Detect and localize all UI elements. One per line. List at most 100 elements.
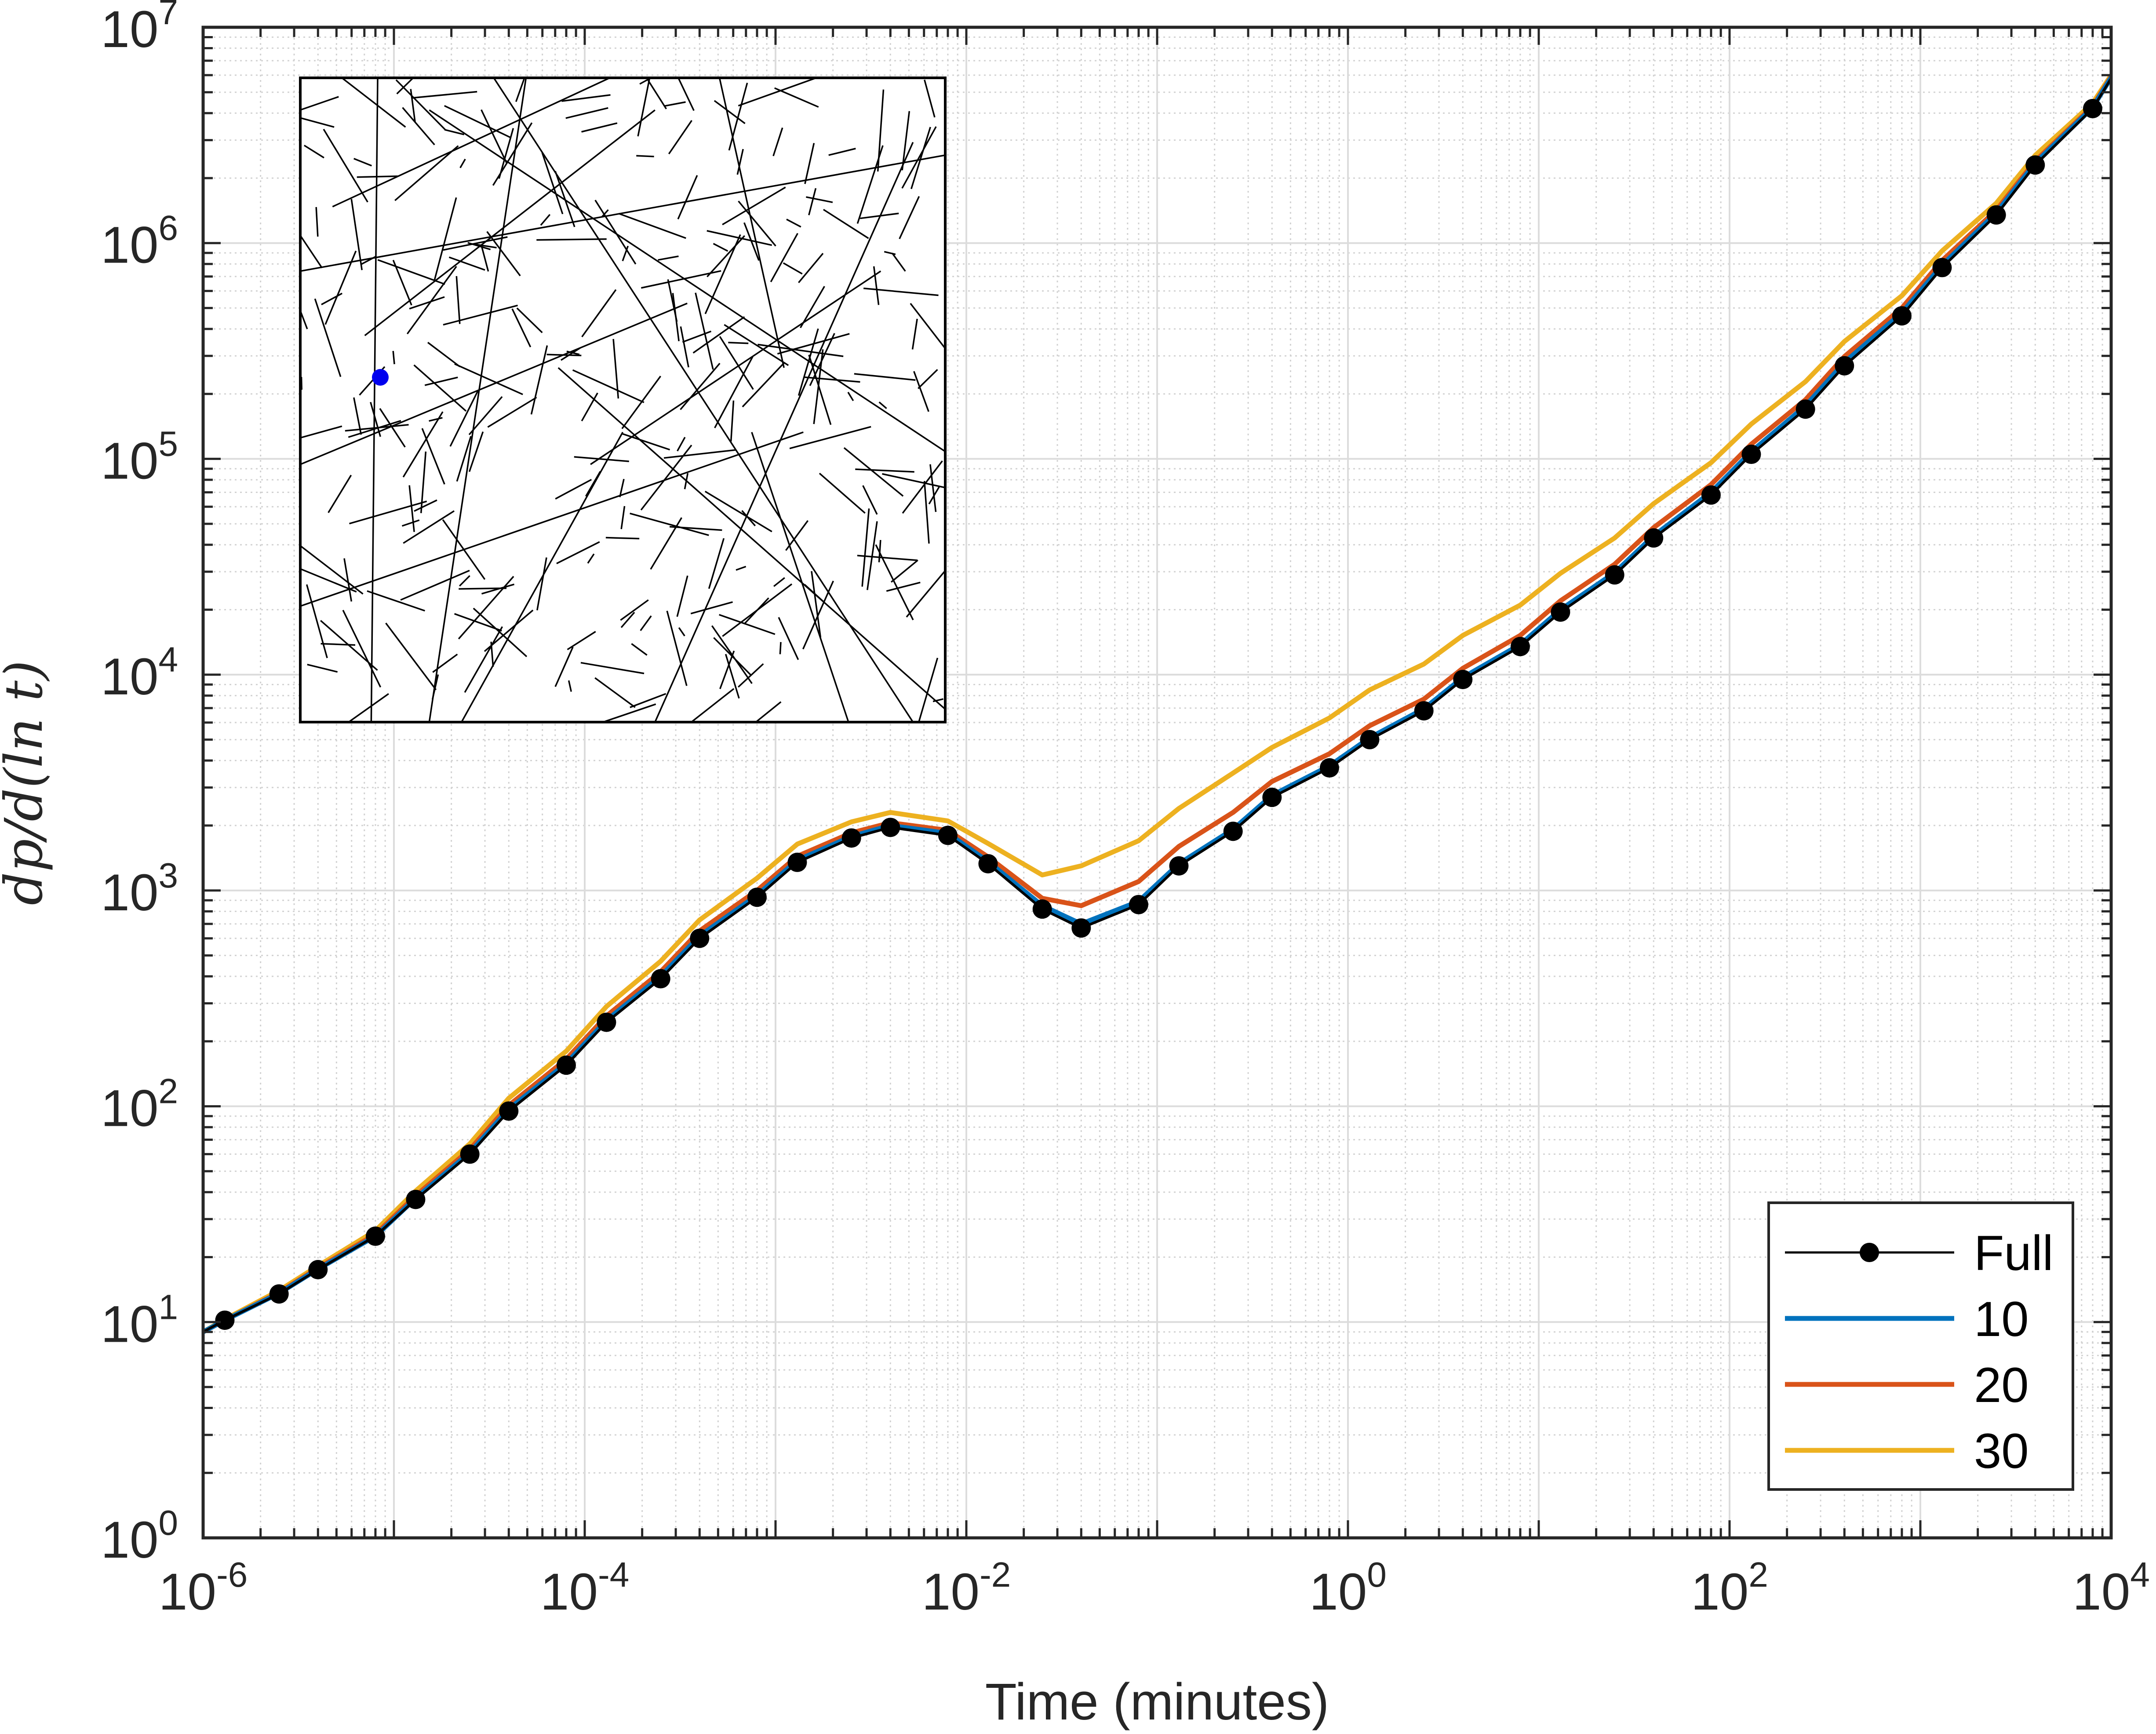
inset-fracture-map	[299, 77, 947, 723]
fracture-line	[878, 401, 887, 409]
fracture-line	[459, 158, 466, 168]
fracture-line	[511, 308, 532, 347]
data-point-full	[1510, 637, 1530, 657]
fracture-line	[773, 577, 785, 587]
fracture-line	[719, 614, 776, 635]
fracture-line	[754, 701, 782, 722]
fracture-line	[414, 499, 437, 512]
fracture-line	[736, 149, 744, 175]
fracture-line	[743, 222, 760, 261]
fracture-line	[823, 208, 869, 239]
data-point-full	[269, 1284, 289, 1304]
fracture-line	[860, 212, 899, 219]
fracture-line	[444, 105, 511, 139]
fracture-line	[863, 287, 939, 296]
fracture-line	[406, 266, 457, 335]
fracture-line	[891, 252, 906, 272]
y-axis-title: dp/d(ln t)	[0, 660, 54, 905]
fracture-line	[568, 680, 572, 692]
fracture-line	[572, 369, 645, 403]
fracture-line	[320, 620, 378, 671]
fracture-line	[677, 437, 686, 452]
fracture-line	[666, 610, 688, 686]
data-point-full	[1701, 485, 1721, 505]
fracture-line	[783, 262, 803, 275]
fracture-line	[650, 517, 682, 570]
fracture-line	[677, 78, 695, 111]
fracture-line	[906, 569, 945, 618]
fracture-line	[923, 481, 930, 544]
fracture-line	[348, 420, 401, 438]
fracture-line	[536, 238, 607, 241]
fracture-line	[902, 460, 943, 514]
fracture-line	[658, 255, 679, 261]
fracture-line	[410, 89, 416, 122]
x-tick-label: 10-6	[159, 1555, 248, 1621]
data-point-full	[978, 854, 998, 874]
data-point-full	[1932, 258, 1952, 277]
fracture-line	[536, 557, 547, 610]
fracture-line	[357, 175, 398, 178]
data-point-full	[1223, 821, 1243, 841]
fracture-line	[918, 369, 938, 389]
fracture-line	[587, 553, 595, 564]
fracture-line	[401, 519, 420, 527]
fracture-line	[300, 234, 323, 269]
fracture-line	[392, 350, 395, 365]
fracture-line	[515, 78, 525, 102]
fracture-line	[621, 376, 661, 429]
fracture-line	[300, 96, 339, 111]
fracture-line	[847, 391, 854, 402]
data-point-full	[747, 887, 767, 907]
fracture-line	[725, 653, 740, 699]
fracture-line	[581, 392, 598, 422]
fracture-line	[676, 575, 688, 617]
y-tick-label: 101	[101, 1287, 178, 1353]
fracture-line	[498, 128, 514, 179]
fracture-line	[924, 79, 936, 118]
fracture-line	[328, 475, 352, 513]
fracture-line	[804, 376, 860, 383]
fracture-line	[664, 101, 686, 107]
fracture-line	[392, 259, 412, 306]
fracture-line	[456, 436, 472, 482]
fracture-line	[668, 120, 692, 155]
x-tick-label: 100	[1309, 1555, 1387, 1621]
fracture-line	[402, 411, 444, 478]
fracture-line	[882, 473, 945, 489]
fracture-line	[432, 674, 439, 700]
fracture-line	[561, 94, 611, 102]
fracture-line	[343, 558, 353, 602]
fracture-line	[690, 601, 733, 614]
fracture-line	[364, 109, 656, 336]
fracture-line	[396, 78, 415, 95]
fracture-line	[353, 397, 362, 435]
fracture-line	[432, 653, 458, 673]
fracture-line	[448, 256, 485, 271]
fracture-line	[442, 519, 486, 580]
fracture-line	[929, 464, 937, 512]
fracture-line	[581, 289, 617, 338]
fracture-line	[704, 490, 772, 533]
fracture-line	[585, 471, 601, 497]
fracture-line	[567, 631, 596, 650]
fracture-line	[492, 122, 533, 186]
fracture-line	[421, 428, 445, 485]
fracture-line	[620, 612, 635, 628]
fracture-line	[554, 646, 574, 687]
fracture-line	[722, 186, 786, 226]
fracture-line	[554, 171, 575, 227]
fracture-line	[724, 324, 789, 366]
fracture-line	[427, 342, 461, 368]
fracture-line	[340, 78, 406, 128]
fracture-line	[798, 328, 819, 396]
y-tick-label: 105	[101, 424, 178, 490]
fracture-line	[713, 243, 728, 252]
fracture-line	[300, 425, 342, 439]
fracture-line	[678, 627, 685, 637]
fracture-line	[300, 154, 945, 272]
fracture-line	[565, 107, 608, 119]
fracture-line	[619, 213, 686, 239]
fracture-line	[857, 555, 918, 561]
fracture-line	[684, 473, 689, 489]
